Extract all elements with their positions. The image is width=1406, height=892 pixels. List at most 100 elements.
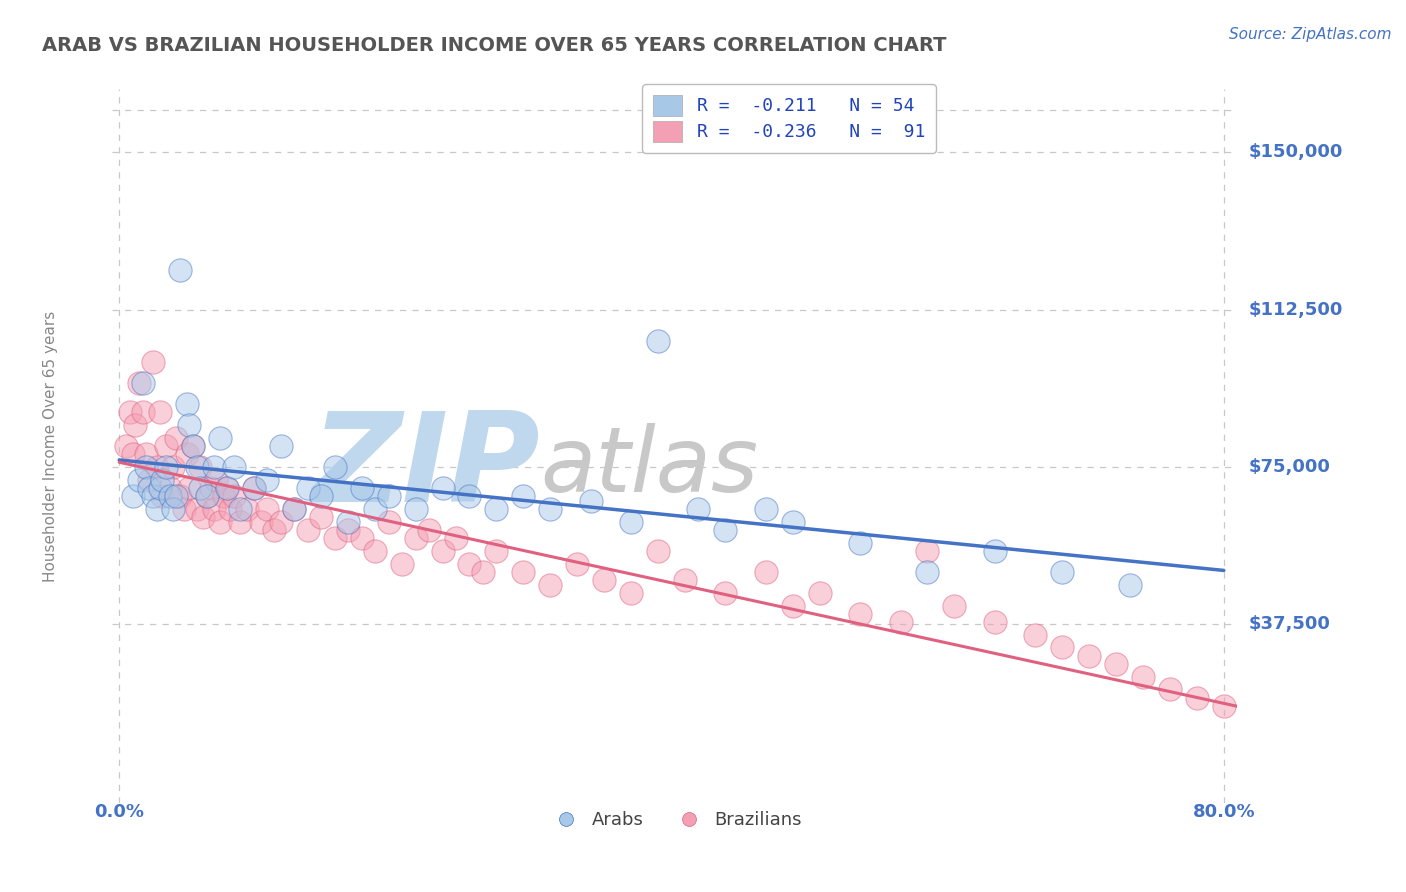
Point — [485, 502, 508, 516]
Point — [162, 460, 184, 475]
Point — [311, 489, 333, 503]
Point — [138, 481, 160, 495]
Text: Householder Income Over 65 years: Householder Income Over 65 years — [44, 310, 58, 582]
Text: $112,500: $112,500 — [1249, 301, 1343, 318]
Text: 0.0%: 0.0% — [94, 803, 145, 821]
Point — [159, 481, 181, 495]
Point — [283, 502, 305, 516]
Point — [714, 523, 737, 537]
Point — [538, 577, 561, 591]
Text: $37,500: $37,500 — [1249, 615, 1330, 633]
Point — [229, 515, 252, 529]
Point — [128, 473, 150, 487]
Point — [121, 489, 143, 503]
Point — [432, 544, 454, 558]
Point — [391, 557, 413, 571]
Point — [337, 515, 360, 529]
Point — [538, 502, 561, 516]
Point — [181, 439, 204, 453]
Point — [209, 515, 232, 529]
Point — [218, 502, 240, 516]
Point — [191, 510, 214, 524]
Point — [1050, 640, 1073, 655]
Point — [364, 502, 387, 516]
Point — [1212, 699, 1234, 714]
Point — [1024, 628, 1046, 642]
Point — [176, 447, 198, 461]
Point — [205, 473, 228, 487]
Point — [377, 489, 399, 503]
Point — [323, 532, 346, 546]
Point — [485, 544, 508, 558]
Point — [169, 489, 191, 503]
Point — [124, 417, 146, 432]
Point — [889, 615, 911, 630]
Point — [188, 460, 211, 475]
Point — [202, 460, 225, 475]
Point — [155, 460, 177, 475]
Point — [188, 481, 211, 495]
Point — [195, 489, 218, 503]
Point — [186, 502, 208, 516]
Point — [1118, 577, 1140, 591]
Point — [943, 599, 966, 613]
Point — [1078, 648, 1101, 663]
Point — [849, 535, 872, 549]
Point — [323, 460, 346, 475]
Point — [149, 405, 172, 419]
Point — [165, 489, 187, 503]
Point — [350, 532, 373, 546]
Point — [1132, 670, 1154, 684]
Point — [181, 439, 204, 453]
Point — [444, 532, 467, 546]
Point — [270, 515, 292, 529]
Point — [149, 481, 172, 495]
Point — [755, 565, 778, 579]
Point — [256, 473, 278, 487]
Point — [176, 397, 198, 411]
Point — [138, 473, 160, 487]
Point — [179, 481, 201, 495]
Point — [173, 502, 195, 516]
Point — [121, 447, 143, 461]
Point — [128, 376, 150, 390]
Point — [364, 544, 387, 558]
Point — [214, 489, 236, 503]
Point — [297, 523, 319, 537]
Point — [222, 489, 245, 503]
Point — [579, 493, 602, 508]
Point — [222, 460, 245, 475]
Point — [118, 405, 141, 419]
Point — [471, 565, 494, 579]
Legend: Arabs, Brazilians: Arabs, Brazilians — [541, 805, 808, 837]
Text: ARAB VS BRAZILIAN HOUSEHOLDER INCOME OVER 65 YEARS CORRELATION CHART: ARAB VS BRAZILIAN HOUSEHOLDER INCOME OVE… — [42, 36, 946, 54]
Point — [808, 586, 831, 600]
Point — [405, 532, 427, 546]
Point — [432, 481, 454, 495]
Point — [202, 502, 225, 516]
Point — [714, 586, 737, 600]
Point — [150, 473, 173, 487]
Point — [256, 502, 278, 516]
Point — [620, 586, 643, 600]
Point — [165, 431, 187, 445]
Point — [249, 515, 271, 529]
Point — [337, 523, 360, 537]
Point — [142, 489, 165, 503]
Point — [283, 502, 305, 516]
Point — [270, 439, 292, 453]
Point — [132, 376, 155, 390]
Point — [150, 489, 173, 503]
Point — [159, 489, 181, 503]
Point — [229, 502, 252, 516]
Point — [243, 481, 266, 495]
Point — [169, 262, 191, 277]
Point — [236, 502, 259, 516]
Point — [200, 481, 222, 495]
Point — [243, 481, 266, 495]
Point — [512, 565, 534, 579]
Point — [405, 502, 427, 516]
Point — [984, 544, 1007, 558]
Point — [984, 615, 1007, 630]
Point — [215, 481, 238, 495]
